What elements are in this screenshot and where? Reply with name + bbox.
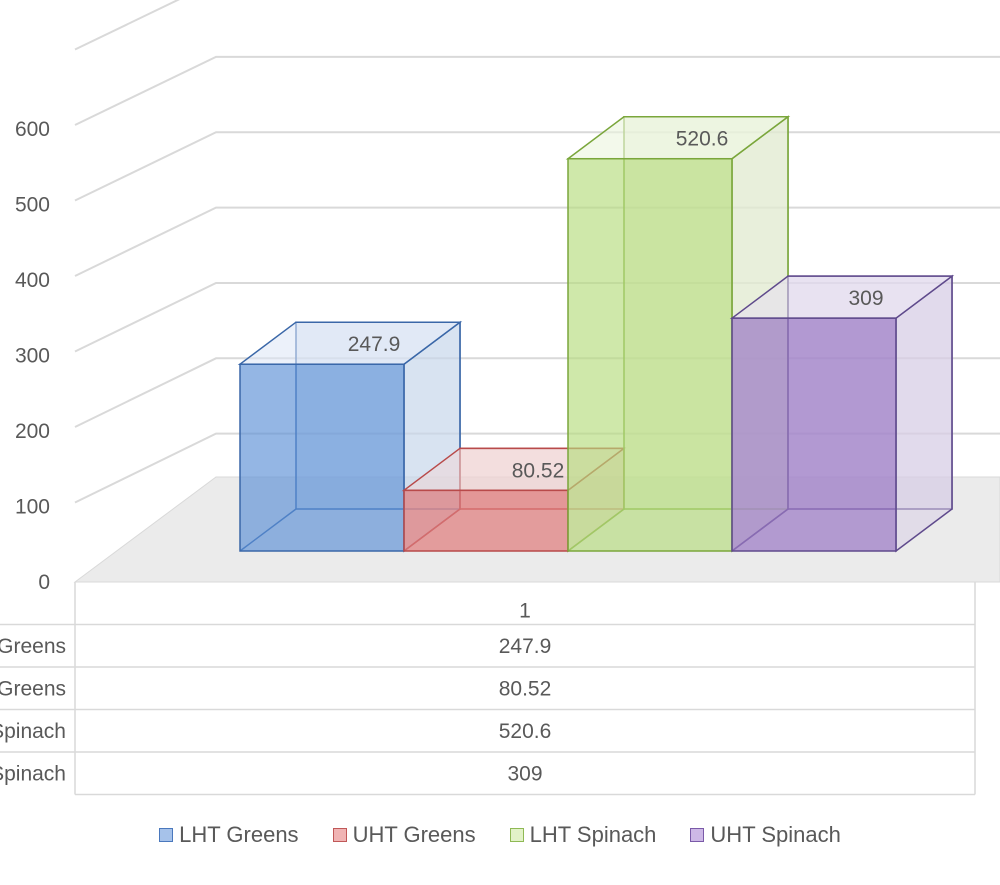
- legend-label: UHT Spinach: [710, 822, 841, 847]
- y-axis: 0 100 200 300 400 500 600: [15, 118, 50, 594]
- legend-swatch: [509, 828, 524, 842]
- table-row-label: UHT Spinach: [0, 762, 66, 785]
- y-tick-label: 0: [38, 571, 50, 594]
- y-tick-label: 300: [15, 345, 50, 368]
- table-cell-value: 520.6: [499, 720, 552, 743]
- legend: LHT Greens UHT Greens LHT Spinach UHT Spina…: [0, 822, 1000, 848]
- legend-item: LHT Spinach: [509, 822, 657, 848]
- table-row-label: LHT Greens: [0, 635, 66, 658]
- legend-swatch: [332, 828, 347, 842]
- legend-label: LHT Spinach: [529, 822, 657, 847]
- bar-front-face: [567, 157, 733, 552]
- y-tick-label: 100: [15, 496, 50, 519]
- gridline: [74, 131, 1000, 202]
- bar-front-face: [731, 317, 897, 552]
- table-cell-value: 80.52: [499, 677, 552, 700]
- data-label: 80.52: [512, 459, 565, 482]
- gridline: [74, 206, 1000, 277]
- table-row-label: LHT Spinach: [0, 720, 66, 743]
- legend-item: UHT Greens: [332, 822, 476, 848]
- y-tick-label: 500: [15, 194, 50, 217]
- y-tick-label: 400: [15, 269, 50, 292]
- bar-front-face: [239, 363, 405, 552]
- data-table: 1 LHT Greens 247.9 UHT Greens 80.52 LHT Spina…: [0, 582, 976, 796]
- y-tick-label: 600: [15, 118, 50, 141]
- data-label: 247.9: [348, 333, 401, 356]
- bar-side-face: [895, 274, 953, 553]
- table-header: 1: [519, 599, 531, 622]
- data-label: 520.6: [676, 128, 729, 151]
- legend-label: LHT Greens: [179, 822, 299, 847]
- y-tick-label: 200: [15, 420, 50, 443]
- gridline: [74, 55, 1000, 126]
- legend-label: UHT Greens: [352, 822, 476, 847]
- bar-front-face: [403, 489, 569, 552]
- legend-swatch: [159, 828, 174, 842]
- legend-item: LHT Greens: [159, 822, 299, 848]
- data-label: 309: [848, 287, 883, 310]
- table-cell-value: 247.9: [499, 635, 552, 658]
- legend-swatch: [690, 828, 705, 842]
- bar-uht-spinach: 309: [729, 274, 955, 553]
- table-row-label: UHT Greens: [0, 677, 66, 700]
- table-cell-value: 309: [507, 762, 542, 785]
- legend-item: UHT Spinach: [690, 822, 841, 848]
- bars: 247.9 80.52 520.6 309: [237, 115, 955, 553]
- gridline: [74, 0, 181, 51]
